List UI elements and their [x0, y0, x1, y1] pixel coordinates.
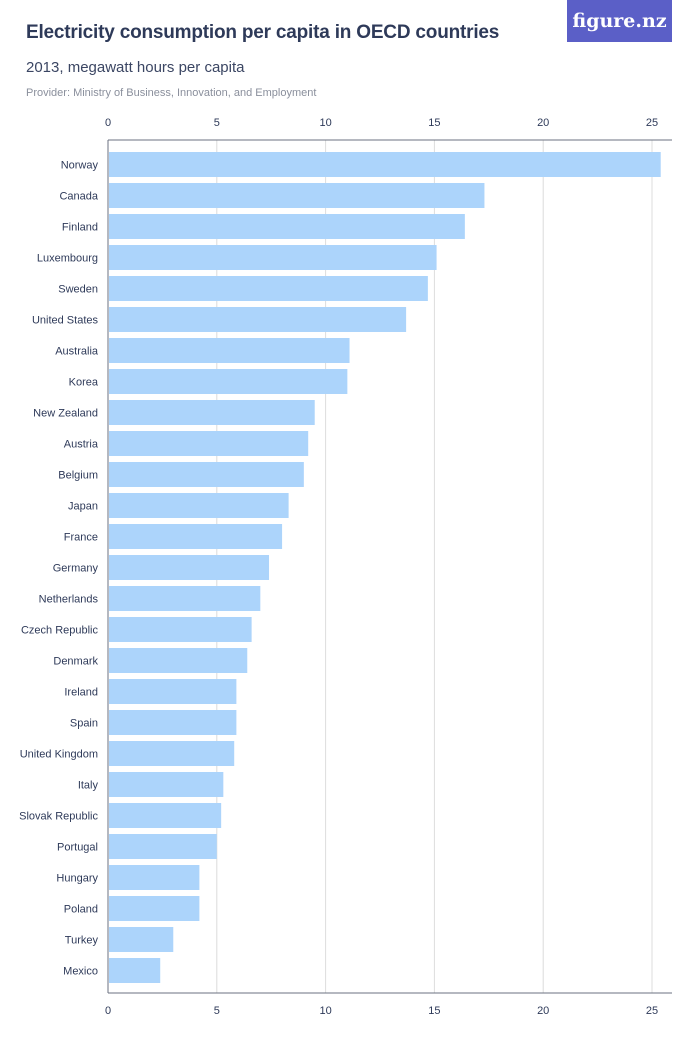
category-label: Germany — [53, 563, 99, 575]
category-label: Poland — [64, 904, 98, 916]
x-tick-label-bottom: 25 — [646, 1005, 658, 1017]
bar — [109, 803, 222, 828]
category-label: Luxembourg — [37, 253, 98, 265]
bar — [109, 369, 348, 394]
category-label: United States — [32, 315, 99, 327]
bar — [109, 493, 289, 518]
bar — [109, 276, 428, 301]
x-tick-label-top: 0 — [105, 117, 111, 129]
category-label: Netherlands — [39, 594, 99, 606]
x-tick-label-top: 20 — [537, 117, 549, 129]
bar — [109, 586, 261, 611]
x-tick-label-top: 25 — [646, 117, 658, 129]
category-label: New Zealand — [33, 408, 98, 420]
bar — [109, 400, 315, 425]
bar — [109, 152, 661, 177]
chart-subtitle: 2013, megawatt hours per capita — [26, 59, 245, 76]
category-label: Japan — [68, 501, 98, 513]
category-label: Australia — [55, 346, 99, 358]
bar — [109, 245, 437, 270]
x-tick-label-bottom: 15 — [428, 1005, 440, 1017]
bar — [109, 710, 237, 735]
category-label: Portugal — [57, 842, 98, 854]
bar — [109, 524, 283, 549]
bar — [109, 648, 248, 673]
bar — [109, 927, 174, 952]
bar — [109, 307, 407, 332]
category-label: Czech Republic — [21, 625, 99, 637]
figure-nz-logo[interactable]: figure.nz — [567, 0, 672, 42]
category-label: Norway — [61, 160, 99, 172]
bar — [109, 679, 237, 704]
category-label: Canada — [59, 191, 98, 203]
bar — [109, 183, 485, 208]
x-tick-label-bottom: 20 — [537, 1005, 549, 1017]
category-label: France — [64, 532, 98, 544]
category-label: Turkey — [65, 935, 99, 947]
category-label: Belgium — [58, 470, 98, 482]
x-tick-label-top: 5 — [214, 117, 220, 129]
data-provider: Provider: Ministry of Business, Innovati… — [26, 87, 317, 99]
x-tick-label-bottom: 10 — [319, 1005, 331, 1017]
category-label: Korea — [69, 377, 99, 389]
bar — [109, 772, 224, 797]
chart-title: Electricity consumption per capita in OE… — [26, 22, 500, 43]
category-label: Mexico — [63, 966, 98, 978]
bar — [109, 741, 235, 766]
bar — [109, 555, 270, 580]
category-label: United Kingdom — [20, 749, 98, 761]
category-label: Ireland — [64, 687, 98, 699]
bar — [109, 431, 309, 456]
bar — [109, 896, 200, 921]
x-tick-label-bottom: 0 — [105, 1005, 111, 1017]
category-label: Finland — [62, 222, 98, 234]
category-label: Hungary — [56, 873, 98, 885]
category-label: Italy — [78, 780, 99, 792]
bar — [109, 214, 465, 239]
bar — [109, 865, 200, 890]
bar — [109, 834, 217, 859]
x-tick-label-top: 15 — [428, 117, 440, 129]
bar — [109, 338, 350, 363]
category-label: Spain — [70, 718, 98, 730]
category-label: Sweden — [58, 284, 98, 296]
category-label: Austria — [64, 439, 99, 451]
x-tick-label-bottom: 5 — [214, 1005, 220, 1017]
category-label: Slovak Republic — [19, 811, 98, 823]
bar — [109, 617, 252, 642]
bar — [109, 958, 161, 983]
bar — [109, 462, 304, 487]
category-label: Denmark — [53, 656, 98, 668]
x-tick-label-top: 10 — [319, 117, 331, 129]
